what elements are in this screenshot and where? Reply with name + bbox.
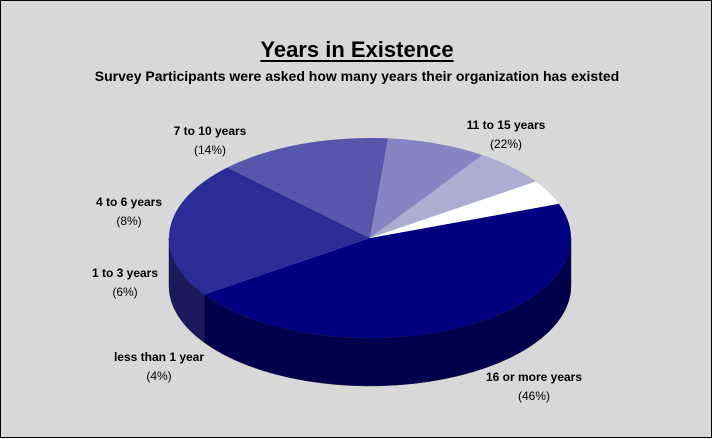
chart-subtitle: Survey Participants were asked how many … <box>94 68 620 84</box>
slice-value-11-to-15-years: (22%) <box>490 137 522 151</box>
pie-slice-16-or-more-years <box>204 203 572 339</box>
pie-labels: 16 or more years (46%) 11 to 15 years (22%)… <box>92 118 582 403</box>
pie-slice-4-to-6-years <box>370 138 483 238</box>
pie-slice-less-than-1-year <box>370 181 559 238</box>
pie-slice-11-to-15-years <box>169 167 370 295</box>
chart-title: Years in Existence <box>260 37 454 62</box>
slice-value-4-to-6-years: (8%) <box>116 214 141 228</box>
slice-label-4-to-6-years: 4 to 6 years <box>96 195 162 209</box>
pie-slice-7-to-10-years <box>227 138 389 238</box>
slice-label-1-to-3-years: 1 to 3 years <box>92 266 158 280</box>
slice-label-less-than-1-year: less than 1 year <box>114 350 204 364</box>
slice-label-11-to-15-years: 11 to 15 years <box>467 118 546 132</box>
slice-label-16-or-more-years: 16 or more years <box>486 370 582 384</box>
slice-value-16-or-more-years: (46%) <box>518 389 550 403</box>
slice-value-1-to-3-years: (6%) <box>112 285 137 299</box>
pie-tops <box>169 138 572 339</box>
slice-value-7-to-10-years: (14%) <box>194 143 226 157</box>
slice-value-less-than-1-year: (4%) <box>146 369 171 383</box>
slice-label-7-to-10-years: 7 to 10 years <box>174 124 247 138</box>
pie-slice-1-to-3-years <box>370 155 536 238</box>
